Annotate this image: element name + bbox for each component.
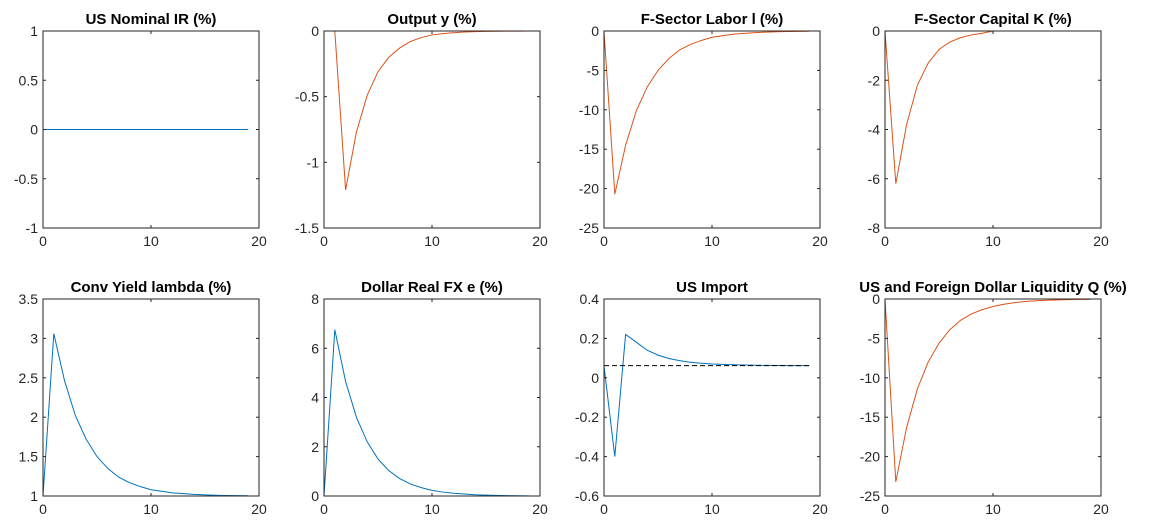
x-tick-label: 10 bbox=[704, 501, 720, 517]
x-tick-label: 10 bbox=[424, 501, 440, 517]
y-tick-label: -15 bbox=[579, 141, 599, 157]
series-line-2 bbox=[603, 30, 810, 195]
y-tick-label: -1.5 bbox=[295, 220, 319, 236]
y-tick-label: -0.6 bbox=[575, 488, 599, 504]
x-tick-label: 20 bbox=[812, 233, 828, 249]
subplot-title: US Import bbox=[676, 279, 748, 296]
x-tick-label: 0 bbox=[320, 501, 328, 517]
x-tick-label: 20 bbox=[251, 233, 267, 249]
y-tick-label: 3.5 bbox=[19, 291, 39, 307]
x-tick-label: 0 bbox=[600, 501, 608, 517]
y-tick-label: -25 bbox=[860, 488, 880, 504]
y-tick-label: 0 bbox=[872, 23, 880, 39]
plot-area bbox=[885, 31, 1101, 228]
y-tick-label: -5 bbox=[868, 330, 881, 346]
x-tick-label: 20 bbox=[532, 501, 548, 517]
y-tick-label: -6 bbox=[868, 171, 881, 187]
plot-area bbox=[324, 31, 540, 228]
y-tick-label: 0 bbox=[30, 122, 38, 138]
subplot-6: 0 10 20 0 2 4 6 8 Dollar Real FX e (%) bbox=[311, 279, 548, 517]
x-tick-label: 0 bbox=[881, 233, 889, 249]
y-tick-label: 1 bbox=[30, 488, 38, 504]
x-tick-label: 10 bbox=[985, 501, 1001, 517]
y-tick-label: -20 bbox=[579, 181, 599, 197]
y-tick-label: 1 bbox=[30, 23, 38, 39]
subplot-1: 0 10 20 -1 -0.5 0 0.5 1 US Nominal IR (%) bbox=[14, 11, 267, 249]
x-tick-label: 20 bbox=[1093, 233, 1109, 249]
y-tick-label: 0 bbox=[872, 291, 880, 307]
x-tick-label: 20 bbox=[812, 501, 828, 517]
y-tick-label: 2 bbox=[30, 409, 38, 425]
x-tick-label: 10 bbox=[704, 233, 720, 249]
y-tick-label: -2 bbox=[868, 72, 881, 88]
y-tick-label: -10 bbox=[579, 102, 599, 118]
series-line-2 bbox=[884, 298, 1091, 482]
series-group bbox=[323, 329, 530, 497]
x-tick-label: 20 bbox=[1093, 501, 1109, 517]
series-line-1 bbox=[42, 333, 249, 497]
y-tick-label: -15 bbox=[860, 409, 880, 425]
y-tick-label: 0 bbox=[591, 23, 599, 39]
subplot-4: 0 10 20 -8 -6 -4 -2 0 F-Sector Capital K (%) bbox=[868, 11, 1109, 249]
y-tick-label: 4 bbox=[311, 390, 319, 406]
y-tick-label: -8 bbox=[868, 220, 881, 236]
y-tick-label: -1 bbox=[307, 154, 320, 170]
x-tick-label: 0 bbox=[320, 233, 328, 249]
y-tick-label: -0.4 bbox=[575, 449, 599, 465]
subplot-title: Dollar Real FX e (%) bbox=[361, 279, 503, 296]
x-tick-label: 0 bbox=[600, 233, 608, 249]
subplot-2: 0 10 20 -1.5 -1 -0.5 0 Output y (%) bbox=[295, 11, 548, 249]
y-tick-label: -0.2 bbox=[575, 409, 599, 425]
subplot-title: F-Sector Capital K (%) bbox=[914, 11, 1072, 28]
x-tick-label: 20 bbox=[532, 233, 548, 249]
subplot-title: Output y (%) bbox=[387, 11, 476, 28]
y-tick-label: -5 bbox=[587, 62, 600, 78]
plot-area bbox=[43, 299, 259, 496]
x-tick-label: 10 bbox=[424, 233, 440, 249]
y-tick-label: -0.5 bbox=[14, 171, 38, 187]
y-tick-label: 2.5 bbox=[19, 370, 39, 386]
plot-area bbox=[604, 31, 820, 228]
subplot-5: 0 10 20 1 1.5 2 2.5 3 3.5 Conv Yield lambda (%) bbox=[19, 279, 267, 517]
y-tick-label: 0 bbox=[591, 370, 599, 386]
y-tick-label: 0.4 bbox=[580, 291, 600, 307]
y-tick-label: 2 bbox=[311, 439, 319, 455]
x-tick-label: 0 bbox=[881, 501, 889, 517]
subplot-7: 0 10 20 -0.6 -0.4 -0.2 0 0.2 0.4 US Import bbox=[575, 279, 828, 517]
subplot-3: 0 10 20 -25 -20 -15 -10 -5 0 F-Sector Labor l (%) bbox=[579, 11, 828, 249]
y-tick-label: -10 bbox=[860, 370, 880, 386]
x-tick-label: 10 bbox=[985, 233, 1001, 249]
y-tick-label: 0.2 bbox=[580, 330, 600, 346]
y-tick-label: 0 bbox=[311, 23, 319, 39]
plot-area bbox=[604, 299, 820, 496]
y-tick-label: -20 bbox=[860, 449, 880, 465]
y-tick-label: 1.5 bbox=[19, 449, 39, 465]
y-tick-label: 8 bbox=[311, 291, 319, 307]
plot-area bbox=[324, 299, 540, 496]
series-group bbox=[42, 333, 249, 497]
y-tick-label: -0.5 bbox=[295, 89, 319, 105]
subplot-title: F-Sector Labor l (%) bbox=[641, 11, 784, 28]
y-tick-label: -4 bbox=[868, 122, 881, 138]
y-tick-label: -25 bbox=[579, 220, 599, 236]
plot-area bbox=[885, 299, 1101, 496]
y-tick-label: 6 bbox=[311, 340, 319, 356]
x-tick-label: 20 bbox=[251, 501, 267, 517]
subplot-title: US and Foreign Dollar Liquidity Q (%) bbox=[859, 279, 1127, 296]
x-tick-label: 10 bbox=[143, 501, 159, 517]
y-tick-label: -1 bbox=[26, 220, 39, 236]
subplot-title: US Nominal IR (%) bbox=[86, 11, 217, 28]
y-tick-label: 3 bbox=[30, 330, 38, 346]
y-tick-label: 0.5 bbox=[19, 72, 39, 88]
series-line-1 bbox=[323, 329, 530, 497]
x-tick-label: 0 bbox=[39, 501, 47, 517]
y-tick-label: 0 bbox=[311, 488, 319, 504]
series-group bbox=[603, 333, 810, 457]
x-tick-label: 10 bbox=[143, 233, 159, 249]
subplot-title: Conv Yield lambda (%) bbox=[71, 279, 232, 296]
x-tick-label: 0 bbox=[39, 233, 47, 249]
